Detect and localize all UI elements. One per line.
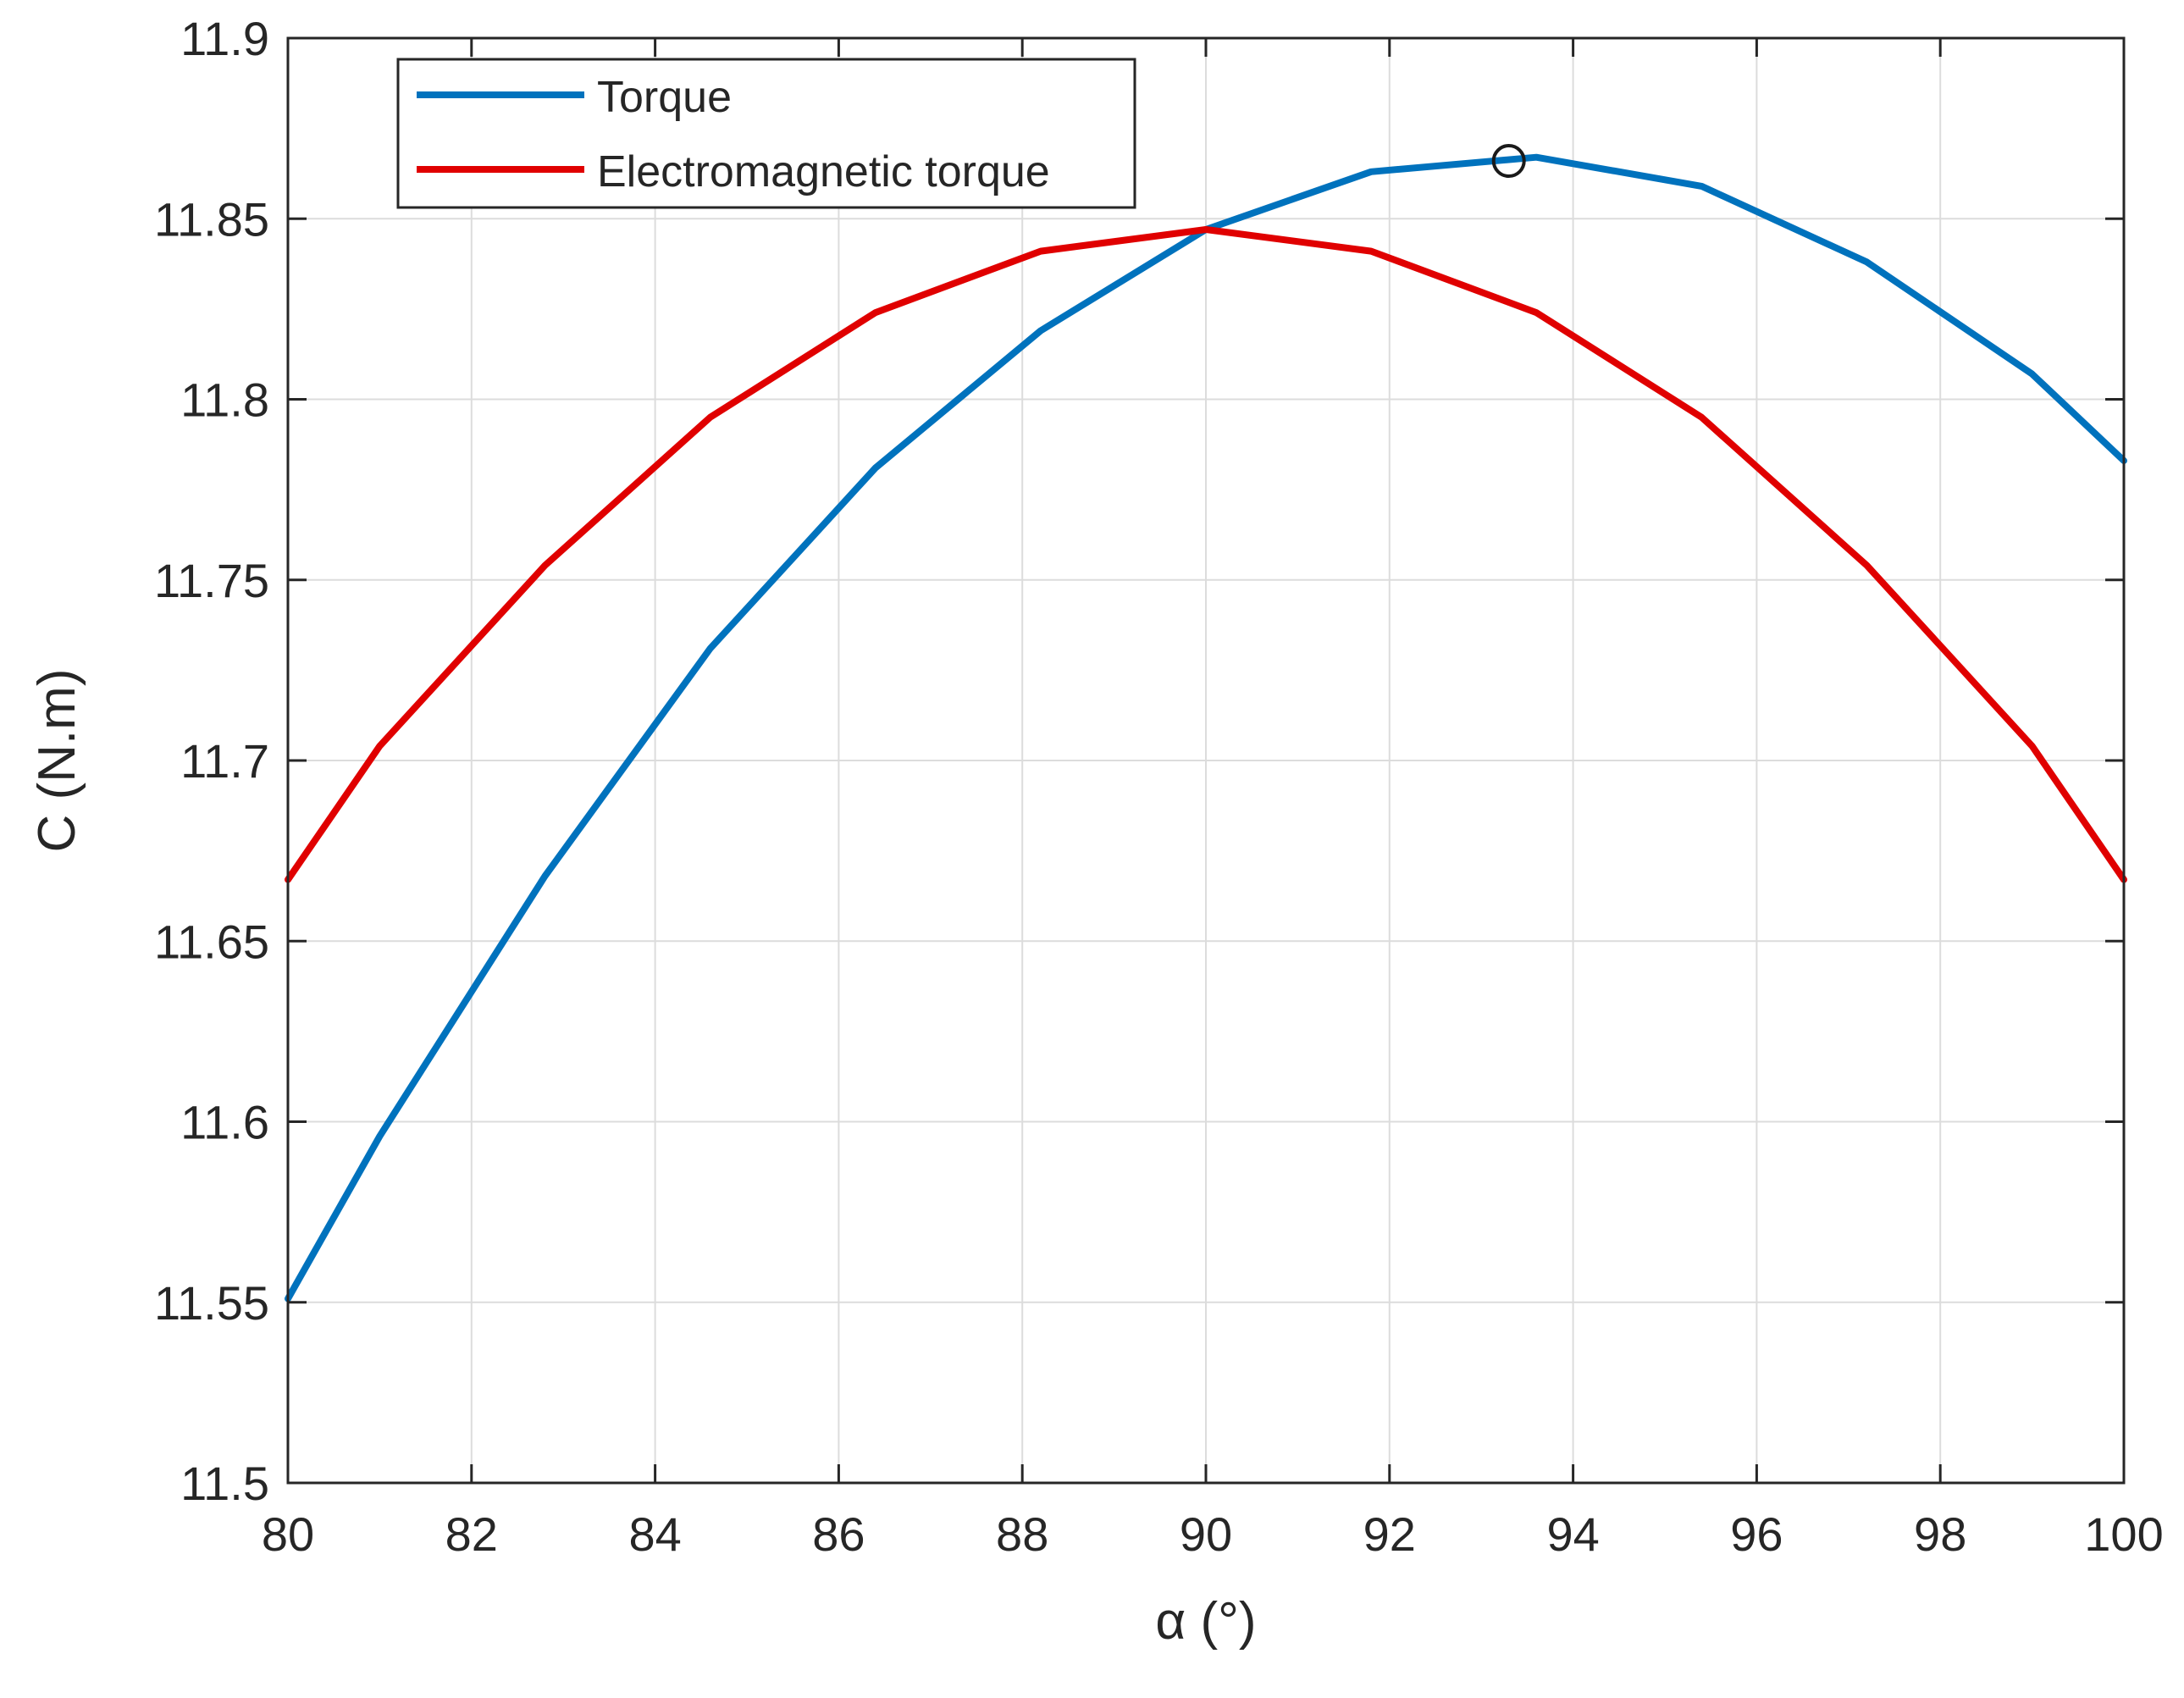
x-tick-label: 92 [1363, 1507, 1416, 1561]
x-tick-label: 100 [2084, 1507, 2163, 1561]
legend-label-torque: Torque [597, 73, 732, 122]
y-tick-label: 11.8 [180, 373, 269, 427]
x-tick-label: 98 [1914, 1507, 1966, 1561]
x-tick-label: 82 [445, 1507, 498, 1561]
x-tick-label: 88 [996, 1507, 1048, 1561]
x-tick-label: 86 [812, 1507, 865, 1561]
y-axis-title: C (N.m) [28, 669, 86, 853]
y-tick-label: 11.65 [154, 915, 269, 968]
y-tick-label: 11.55 [154, 1276, 269, 1330]
x-tick-label: 80 [262, 1507, 314, 1561]
y-tick-label: 11.5 [180, 1457, 269, 1510]
legend: Torque Electromagnetic torque [398, 59, 1135, 207]
y-tick-label: 11.85 [154, 192, 269, 246]
x-axis-title: α (°) [1155, 1592, 1256, 1651]
y-tick-label: 11.75 [154, 554, 269, 607]
x-tick-label: 84 [628, 1507, 681, 1561]
legend-label-electromagnetic-torque: Electromagnetic torque [597, 147, 1050, 196]
x-tick-label: 96 [1730, 1507, 1783, 1561]
y-tick-label: 11.9 [180, 12, 269, 65]
y-tick-label: 11.7 [180, 734, 269, 788]
x-tick-label: 90 [1180, 1507, 1232, 1561]
x-tick-label: 94 [1546, 1507, 1599, 1561]
y-tick-label: 11.6 [180, 1096, 269, 1149]
